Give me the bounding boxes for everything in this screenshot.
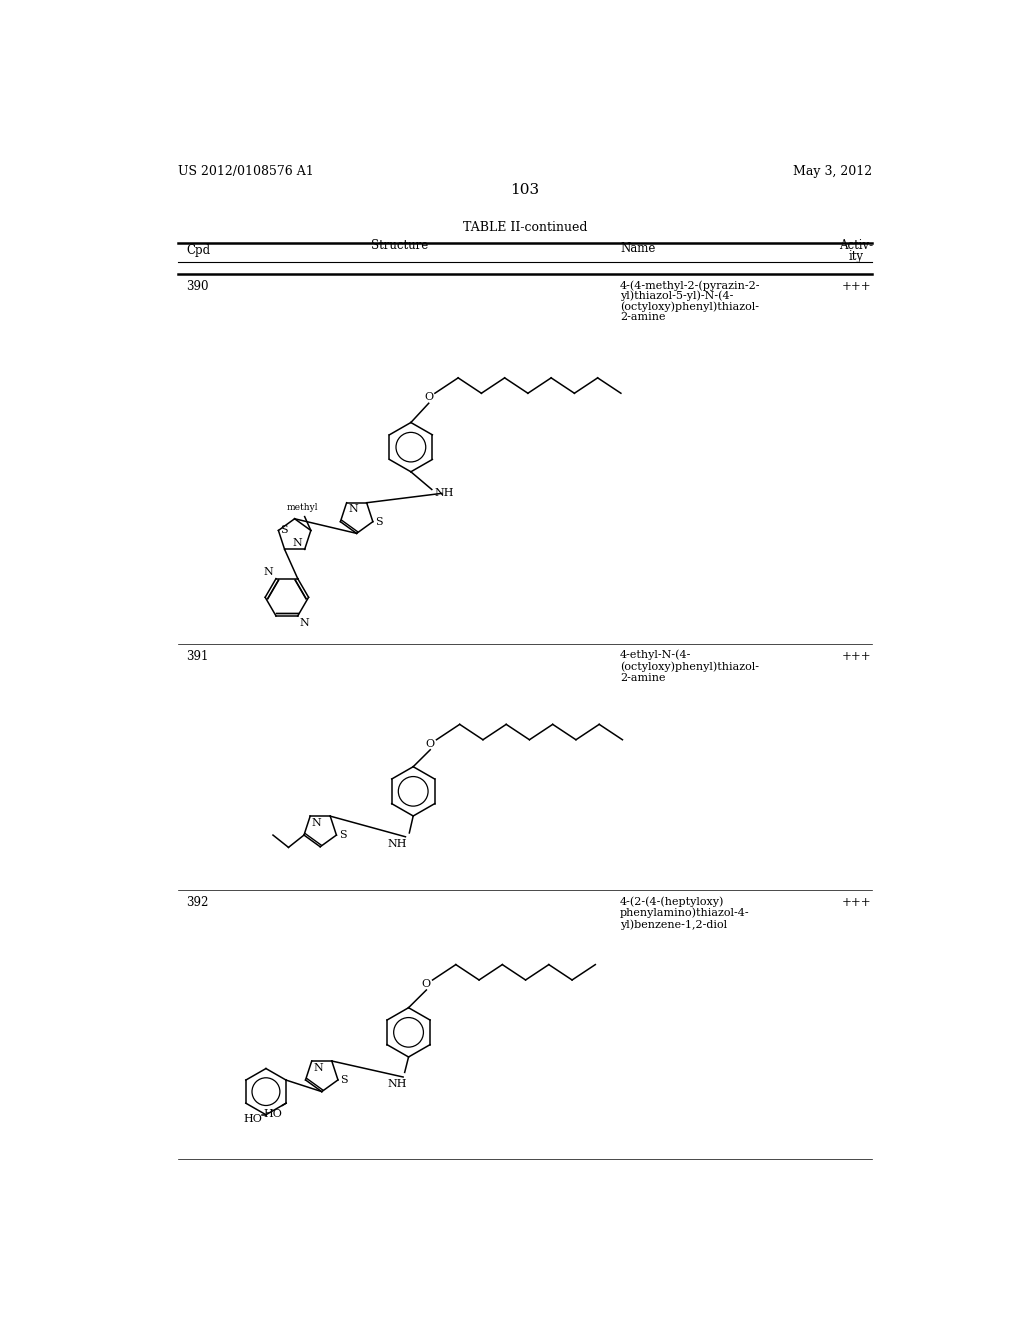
Text: 392: 392 — [186, 896, 209, 909]
Text: O: O — [426, 739, 435, 748]
Text: yl)benzene-1,2-diol: yl)benzene-1,2-diol — [621, 919, 727, 929]
Text: 2-amine: 2-amine — [621, 313, 666, 322]
Text: Activ-: Activ- — [840, 239, 873, 252]
Text: ity: ity — [849, 249, 864, 263]
Text: N: N — [311, 817, 322, 828]
Text: May 3, 2012: May 3, 2012 — [793, 165, 872, 178]
Text: +++: +++ — [842, 896, 871, 909]
Text: +++: +++ — [842, 280, 871, 293]
Text: 4-ethyl-N-(4-: 4-ethyl-N-(4- — [621, 649, 691, 660]
Text: TABLE II-continued: TABLE II-continued — [463, 220, 587, 234]
Text: methyl: methyl — [287, 503, 318, 512]
Text: US 2012/0108576 A1: US 2012/0108576 A1 — [178, 165, 314, 178]
Text: 2-amine: 2-amine — [621, 673, 666, 682]
Text: Cpd: Cpd — [186, 244, 210, 257]
Text: Structure: Structure — [371, 239, 428, 252]
Text: 391: 391 — [186, 649, 209, 663]
Text: 390: 390 — [186, 280, 209, 293]
Text: N: N — [293, 537, 302, 548]
Text: O: O — [424, 392, 433, 403]
Text: (octyloxy)phenyl)thiazol-: (octyloxy)phenyl)thiazol- — [621, 302, 759, 313]
Text: S: S — [280, 525, 288, 536]
Text: N: N — [264, 568, 273, 577]
Text: N: N — [313, 1063, 323, 1073]
Text: HO: HO — [263, 1109, 283, 1119]
Text: NH: NH — [387, 1078, 407, 1089]
Text: S: S — [375, 516, 383, 527]
Text: N: N — [299, 618, 309, 627]
Text: NH: NH — [434, 488, 454, 499]
Text: 103: 103 — [510, 183, 540, 197]
Text: HO: HO — [244, 1114, 262, 1123]
Text: yl)thiazol-5-yl)-N-(4-: yl)thiazol-5-yl)-N-(4- — [621, 290, 733, 301]
Text: NH: NH — [388, 840, 408, 849]
Text: S: S — [340, 1074, 348, 1085]
Text: 4-(2-(4-(heptyloxy): 4-(2-(4-(heptyloxy) — [621, 896, 725, 907]
Text: (octyloxy)phenyl)thiazol-: (octyloxy)phenyl)thiazol- — [621, 661, 759, 672]
Text: S: S — [339, 830, 346, 840]
Text: O: O — [422, 979, 431, 989]
Text: 4-(4-methyl-2-(pyrazin-2-: 4-(4-methyl-2-(pyrazin-2- — [621, 280, 761, 290]
Text: phenylamino)thiazol-4-: phenylamino)thiazol-4- — [621, 908, 750, 919]
Text: N: N — [348, 504, 358, 515]
Text: Name: Name — [621, 242, 655, 255]
Text: +++: +++ — [842, 649, 871, 663]
